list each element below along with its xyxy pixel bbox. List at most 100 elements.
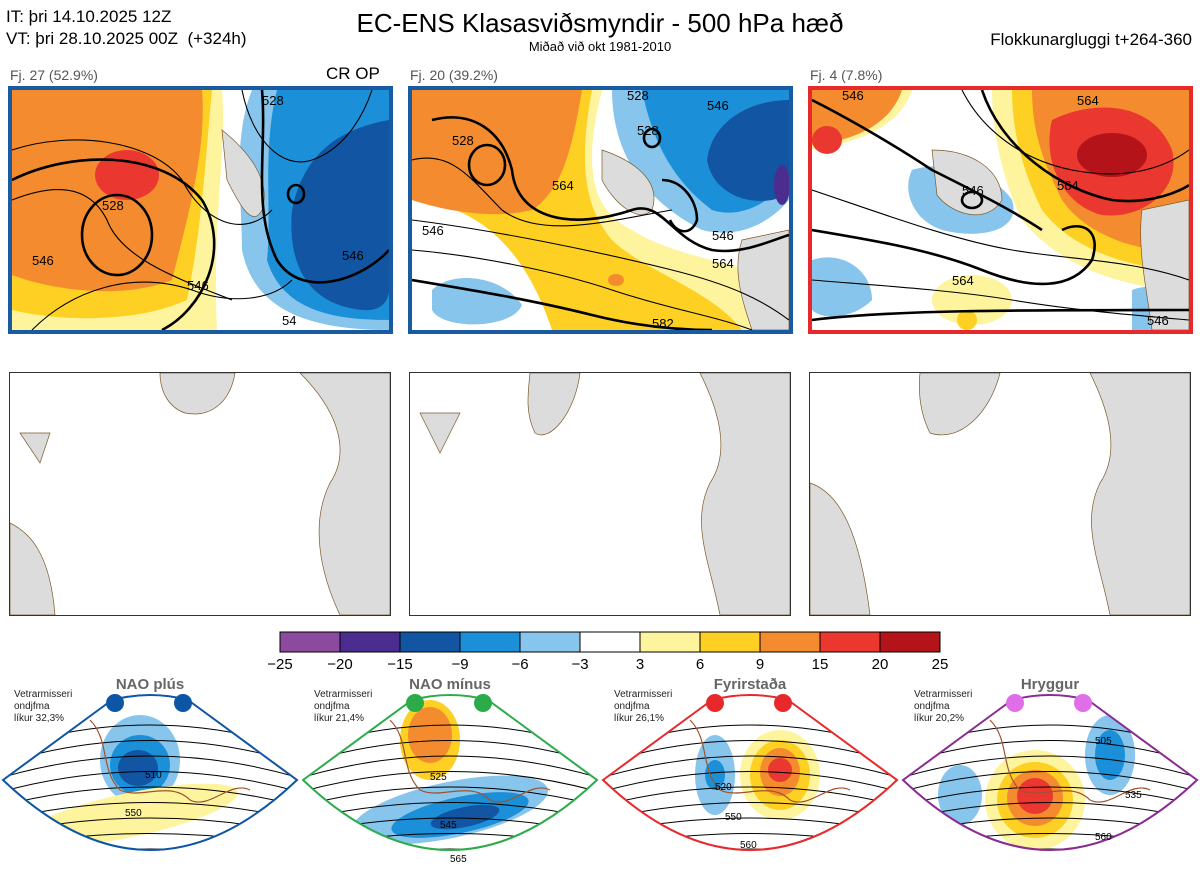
- anomaly-shading: [1012, 858, 1048, 870]
- contour-label: 550: [125, 808, 142, 819]
- contour-label: 520: [715, 782, 732, 793]
- contour-label: 560: [1095, 832, 1112, 843]
- regime-marker-dot: [406, 694, 424, 712]
- regime-marker-dot: [1074, 694, 1092, 712]
- regime-map: 520 550 560: [601, 694, 899, 851]
- contour-label: 546: [712, 228, 734, 243]
- regime-sector-border: [301, 694, 599, 851]
- anomaly-lightblue-sw: [812, 257, 872, 317]
- height-contour: [603, 786, 897, 807]
- colorbar-bin: [519, 631, 581, 653]
- cluster-1-label: Fj. 27 (52.9%): [10, 67, 98, 83]
- regime-title: NAO plús: [115, 676, 185, 693]
- anomaly-shading: [408, 707, 452, 763]
- regime-map: 505 535 560: [901, 694, 1199, 870]
- height-contour: [3, 786, 297, 807]
- height-contour: [903, 755, 1197, 779]
- contours-thin: [412, 157, 789, 330]
- cluster-map-3-svg: 546 564 546 564 564 546: [812, 90, 1189, 330]
- cluster-3-label: Fj. 4 (7.8%): [810, 67, 883, 83]
- page-title: EC-ENS Klasasviðsmyndir - 500 hPa hæð: [356, 8, 844, 38]
- cluster-map-2-svg: 528 546 564 546 528 564 582 528 546: [412, 90, 789, 330]
- contour-label: 505: [1095, 736, 1112, 747]
- regime-map: 510 550: [1, 694, 299, 851]
- height-contour: [3, 755, 297, 779]
- contour-label: 525: [430, 772, 447, 783]
- page-subtitle: Miðað við okt 1981-2010: [528, 39, 672, 54]
- contour-label: 582: [652, 316, 674, 330]
- coastline: [89, 719, 251, 803]
- classification-window: Flokkunargluggi t+264-360: [990, 30, 1192, 49]
- regime-marker-dot: [1006, 694, 1024, 712]
- regime-info: Vetrarmisseri ondjfma líkur 21,4%: [314, 689, 373, 724]
- height-contour: [603, 817, 897, 835]
- coastline: [989, 719, 1151, 803]
- basemap-3-svg: [810, 373, 1190, 615]
- regime-marker-dot: [474, 694, 492, 712]
- colorbar-tick-label: 9: [755, 656, 765, 673]
- regime-info: Vetrarmisseri ondjfma líkur 20,2%: [914, 689, 973, 724]
- land-greenland: [931, 149, 1003, 216]
- colorbar-tick-label: −6: [511, 656, 529, 673]
- anomaly-darkblue: [707, 100, 789, 201]
- cluster-map-3: 546 564 546 564 564 546: [808, 86, 1193, 334]
- cluster-2-label: Fj. 20 (39.2%): [410, 67, 498, 83]
- contours-thick: [812, 90, 1189, 322]
- colorbar-bin: [339, 631, 401, 653]
- basemap-2: [409, 372, 791, 616]
- anomaly-darkred: [1077, 133, 1147, 177]
- contour-label: 546: [962, 183, 984, 198]
- colorbar-bin: [399, 631, 461, 653]
- contours-thin: [812, 90, 1189, 321]
- contour-label: 546: [187, 278, 209, 293]
- contour-label: 546: [707, 98, 729, 113]
- land-greenland: [221, 129, 265, 217]
- colorbar-tick-label: −15: [387, 656, 413, 673]
- height-contour: [903, 771, 1197, 793]
- colorbar-tick-label: −9: [451, 656, 469, 673]
- contour-label: 565: [450, 854, 467, 865]
- contour-label: 546: [342, 248, 364, 263]
- colorbar-bin: [279, 631, 341, 653]
- contour-label: 550: [725, 812, 742, 823]
- colorbar: [279, 631, 941, 653]
- coastline: [389, 719, 551, 803]
- anomaly-shading: [1095, 730, 1125, 780]
- anomaly-purple: [774, 165, 789, 205]
- anomaly-shading: [22, 783, 238, 847]
- contour-label: 528: [262, 93, 284, 108]
- anomaly-shading: [118, 750, 158, 786]
- height-contour: [903, 786, 1197, 807]
- height-contour: [303, 786, 597, 807]
- height-contour: [603, 771, 897, 793]
- colorbar-bin: [639, 631, 701, 653]
- colorbar-bin: [879, 631, 941, 653]
- colorbar-bin: [759, 631, 821, 653]
- height-contour: [603, 802, 897, 821]
- contours-thin: [12, 90, 373, 330]
- contour-label: 546: [422, 223, 444, 238]
- contour-label: 528: [102, 198, 124, 213]
- basemap-2-svg: [419, 373, 790, 615]
- anomaly-shading: [938, 765, 982, 825]
- contour-label: 564: [552, 178, 574, 193]
- regime-marker-dot: [174, 694, 192, 712]
- contour-label: 560: [740, 840, 757, 851]
- contours-thick: [12, 90, 389, 330]
- anomaly-red-w: [812, 126, 842, 154]
- regime-title: Hryggur: [1020, 676, 1080, 693]
- anomaly-red: [95, 150, 159, 200]
- colorbar-tick-label: −3: [571, 656, 589, 673]
- cluster-map-1-svg: 528 546 546 546 528 54: [12, 90, 389, 330]
- anomaly-gold-s: [957, 310, 977, 330]
- contour-label: 54: [282, 313, 296, 328]
- basemap-3: [809, 372, 1191, 616]
- anomaly-shading: [430, 804, 500, 830]
- contour-label: 564: [952, 273, 974, 288]
- land-europe: [1140, 199, 1189, 330]
- regime-sector-border: [1, 694, 299, 851]
- colorbar-tick-label: 6: [695, 656, 705, 673]
- contour-label: 545: [440, 820, 457, 831]
- contour-label: 546: [1147, 313, 1169, 328]
- header-dates: IT: þri 14.10.2025 12Z VT: þri 28.10.2025…: [6, 6, 247, 50]
